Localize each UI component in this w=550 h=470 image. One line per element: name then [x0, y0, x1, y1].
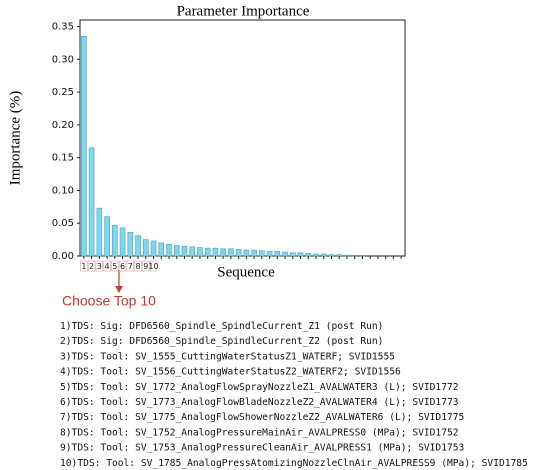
x-tick-box — [149, 260, 158, 272]
bar — [297, 252, 304, 257]
x-tick-label: 3 — [97, 262, 102, 271]
x-tick-box — [95, 260, 104, 272]
bar — [181, 245, 188, 257]
bar — [204, 247, 211, 257]
bar — [119, 227, 126, 257]
list-item: 4)TDS: Tool: SV_1556_CuttingWaterStatusZ… — [60, 367, 401, 378]
bar — [259, 250, 265, 257]
bar — [112, 224, 118, 257]
bar — [320, 253, 327, 257]
x-tick-box — [118, 260, 127, 272]
bar — [336, 254, 343, 257]
list-item: 3)TDS: Tool: SV_1555_CuttingWaterStatusZ… — [60, 351, 395, 362]
bar — [290, 252, 296, 257]
list-item: 5)TDS: Tool: SV_1772_AnalogFlowSprayNozz… — [60, 382, 459, 393]
chart-title: Parameter Importance — [177, 3, 310, 19]
y-tick-label: 0.20 — [52, 120, 74, 131]
bar — [266, 251, 273, 257]
bar — [328, 254, 335, 257]
bar — [228, 248, 234, 257]
bar — [359, 255, 366, 257]
bar — [150, 240, 157, 257]
bar — [243, 249, 250, 257]
list-item: 10)TDS: Tool: SV_1785_AnalogPressAtomizi… — [60, 458, 528, 469]
list-item: 9)TDS: Tool: SV_1753_AnalogPressureClean… — [60, 443, 465, 454]
x-tick-label: 6 — [120, 262, 125, 271]
bar — [313, 253, 319, 257]
arrow-head — [115, 286, 123, 293]
list-item: 7)TDS: Tool: SV_1775_AnalogFlowShowerNoz… — [60, 412, 464, 423]
list-item: 1)TDS: Sig: DFD6560_Spindle_SpindleCurre… — [60, 321, 383, 332]
x-tick-box — [87, 260, 96, 272]
plot-frame — [79, 19, 406, 257]
y-tick-label: 0.15 — [52, 153, 74, 164]
bar — [81, 36, 87, 257]
x-tick-box — [103, 260, 111, 272]
bar — [158, 242, 165, 257]
bar — [173, 245, 180, 257]
y-tick-label: 0.35 — [52, 22, 74, 33]
y-tick-label: 0.25 — [52, 87, 74, 98]
x-tick-box — [80, 260, 88, 272]
bar — [135, 235, 141, 257]
bar — [197, 247, 203, 257]
x-tick-label: 2 — [89, 262, 94, 271]
y-tick-label: 0.30 — [52, 54, 74, 65]
y-tick-label: 0.00 — [52, 251, 74, 262]
x-tick-label: 4 — [105, 262, 110, 271]
x-tick-box — [142, 260, 150, 272]
bar — [351, 255, 358, 257]
x-tick-label: 10 — [148, 262, 158, 271]
bar — [127, 232, 134, 257]
bar — [88, 147, 95, 257]
x-tick-label: 8 — [135, 262, 140, 271]
bar — [282, 251, 288, 257]
bar — [104, 216, 110, 257]
x-tick-label: 1 — [81, 262, 86, 271]
bar — [96, 207, 103, 257]
x-tick-box — [126, 260, 134, 272]
list-item: 6)TDS: Tool: SV_1773_AnalogFlowBladeNozz… — [60, 397, 459, 408]
x-tick-label: 5 — [112, 262, 117, 271]
bar — [235, 249, 242, 257]
x-axis-label: Sequence — [217, 264, 275, 280]
x-tick-box — [111, 260, 119, 272]
bar — [220, 248, 226, 257]
y-tick-label: 0.05 — [52, 218, 74, 229]
list-item: 2)TDS: Sig: DFD6560_Spindle_SpindleCurre… — [60, 336, 383, 347]
bar — [344, 255, 350, 257]
y-axis-label: Importance (%) — [7, 91, 23, 186]
bar — [142, 239, 149, 257]
y-tick-label: 0.10 — [52, 185, 74, 196]
bar — [189, 246, 195, 257]
bar — [251, 249, 257, 257]
annotation: Choose Top 10 — [62, 293, 156, 309]
x-tick-box — [134, 260, 142, 272]
bar — [274, 251, 281, 257]
bar — [305, 253, 312, 257]
x-tick-label: 7 — [128, 262, 133, 271]
bar — [212, 247, 219, 257]
x-tick-label: 9 — [143, 262, 148, 271]
list-item: 8)TDS: Tool: SV_1752_AnalogPressureMainA… — [60, 427, 459, 438]
bar — [166, 243, 172, 257]
